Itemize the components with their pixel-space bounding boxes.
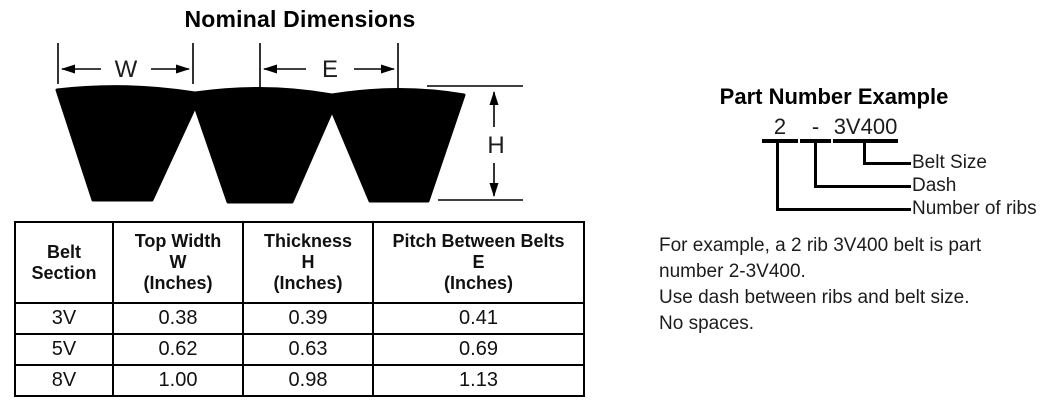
note-line: For example, a 2 rib 3V400 belt is part xyxy=(659,235,982,256)
cell-section: 8V xyxy=(14,364,114,397)
belt-spec-table: Belt Section Top Width W (Inches) Thickn… xyxy=(14,221,585,397)
part-number-notes: For example, a 2 rib 3V400 belt is part … xyxy=(659,233,1049,337)
pn-leader-horizontal-dash xyxy=(814,185,911,188)
pn-label-belt-size: Belt Size xyxy=(912,152,987,173)
pn-dash-value: - xyxy=(811,114,820,139)
table-row: 3V 0.38 0.39 0.41 xyxy=(14,302,585,335)
header-thickness: Thickness H (Inches) xyxy=(242,221,374,304)
cell-top-width: 1.00 xyxy=(112,364,244,397)
cell-top-width: 0.62 xyxy=(112,333,244,366)
cell-section: 3V xyxy=(14,302,114,335)
header-top-width: Top Width W (Inches) xyxy=(112,221,244,304)
pn-label-number-of-ribs: Number of ribs xyxy=(912,198,1037,219)
table-row: 5V 0.62 0.63 0.69 xyxy=(14,333,585,366)
dim-e-label: E xyxy=(322,56,338,83)
pn-ribs-underline xyxy=(762,139,798,143)
pn-size-value: 3V400 xyxy=(833,114,898,139)
table-header-row: Belt Section Top Width W (Inches) Thickn… xyxy=(14,221,585,304)
dimension-e xyxy=(259,43,399,92)
dim-w-label: W xyxy=(115,56,138,83)
note-line: number 2-3V400. xyxy=(659,261,806,282)
cell-top-width: 0.38 xyxy=(112,302,244,335)
dim-h-label: H xyxy=(487,132,504,159)
pn-leader-vertical-dash xyxy=(814,139,817,188)
note-line: Use dash between ribs and belt size. xyxy=(659,287,970,308)
pn-leader-horizontal-ribs xyxy=(776,208,911,211)
belt-cross-section-diagram: W E H xyxy=(55,43,523,204)
cell-pitch: 1.13 xyxy=(372,364,585,397)
pn-label-dash: Dash xyxy=(912,175,957,196)
cell-pitch: 0.69 xyxy=(372,333,585,366)
pn-leader-horizontal-size xyxy=(863,162,911,165)
cell-section: 5V xyxy=(14,333,114,366)
note-line: No spaces. xyxy=(659,313,755,334)
cell-pitch: 0.41 xyxy=(372,302,585,335)
pn-leader-vertical-size xyxy=(863,139,866,165)
belt-shape xyxy=(55,85,466,204)
part-number-example-title: Part Number Example xyxy=(719,84,949,109)
pn-ribs-value: 2 xyxy=(773,114,787,139)
cell-thickness: 0.39 xyxy=(242,302,374,335)
pn-leader-vertical-ribs xyxy=(776,139,779,211)
cell-thickness: 0.63 xyxy=(242,333,374,366)
header-pitch: Pitch Between Belts E (Inches) xyxy=(372,221,585,304)
cell-thickness: 0.98 xyxy=(242,364,374,397)
nominal-dimensions-title: Nominal Dimensions xyxy=(184,6,416,32)
dimension-w xyxy=(57,43,194,84)
table-row: 8V 1.00 0.98 1.13 xyxy=(14,364,585,397)
header-belt-section: Belt Section xyxy=(14,221,114,304)
dimension-h xyxy=(427,85,523,201)
